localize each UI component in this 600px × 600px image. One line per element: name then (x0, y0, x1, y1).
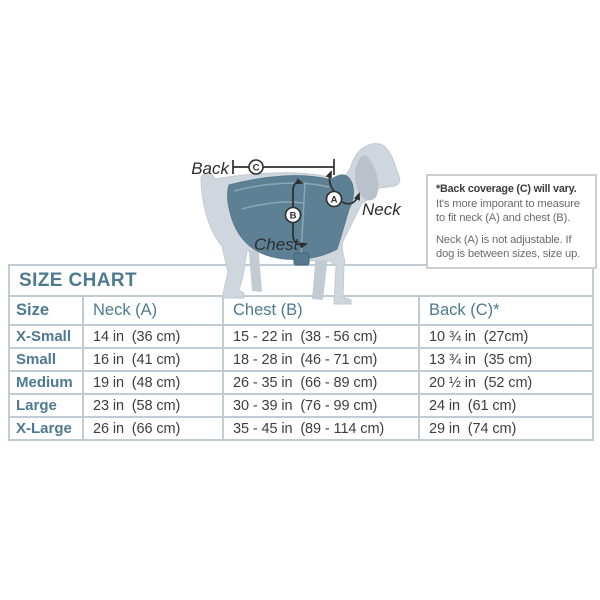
size-cell: Medium (8, 370, 84, 395)
chest-cell: 18 - 28 in (46 - 71 cm) (222, 347, 420, 372)
marker-c-letter: C (253, 163, 260, 174)
marker-b-letter: B (290, 211, 297, 222)
dog-vest (227, 174, 354, 260)
table-row: Small 16 in (41 cm) 18 - 28 in (46 - 71 … (8, 347, 594, 372)
dog-ear (354, 155, 379, 201)
back-cell: 24 in (61 cm) (418, 393, 594, 418)
chest-girth-down-arrow (292, 223, 308, 249)
neck-label-arrow (341, 192, 360, 205)
neck-cell: 14 in (36 cm) (82, 324, 224, 349)
column-header-chest: Chest (B) (222, 295, 420, 326)
neck-cell: 16 in (41 cm) (82, 347, 224, 372)
marker-b-circle (284, 206, 302, 224)
chest-cell: 30 - 39 in (76 - 99 cm) (222, 393, 420, 418)
size-cell: Large (8, 393, 84, 418)
chest-cell: 15 - 22 in (38 - 56 cm) (222, 324, 420, 349)
note-body-1: It's more imporant to measure to fit nec… (436, 198, 580, 224)
size-chart-title: SIZE CHART (8, 264, 594, 297)
note-title: *Back coverage (C) will vary. (436, 183, 577, 195)
size-cell: X-Small (8, 324, 84, 349)
header-row: Size Neck (A) Chest (B) Back (C)* (8, 295, 594, 326)
marker-a-circle (325, 190, 343, 208)
back-cell: 20 ½ in (52 cm) (418, 370, 594, 395)
neck-cell: 26 in (66 cm) (82, 416, 224, 441)
size-cell: Small (8, 347, 84, 372)
neck-label: Neck (362, 200, 402, 219)
size-chart-table: SIZE CHART Size Neck (A) Chest (B) Back … (8, 264, 594, 441)
neck-cell: 23 in (58 cm) (82, 393, 224, 418)
table-row: Large 23 in (58 cm) 30 - 39 in (76 - 99 … (8, 393, 594, 418)
chest-label: Chest (254, 235, 300, 254)
chest-cell: 26 - 35 in (66 - 89 cm) (222, 370, 420, 395)
measurement-arrows (292, 170, 360, 249)
back-label: Back (191, 159, 230, 178)
chest-cell: 35 - 45 in (89 - 114 cm) (222, 416, 420, 441)
back-dimension-line (232, 159, 335, 175)
note-body-2: Neck (A) is not adjustable. If dog is be… (436, 234, 581, 260)
table-row: X-Small 14 in (36 cm) 15 - 22 in (38 - 5… (8, 324, 594, 349)
column-header-size: Size (8, 295, 84, 326)
column-header-back: Back (C)* (418, 295, 594, 326)
vest-seams (233, 181, 330, 257)
marker-a-letter: A (331, 195, 338, 206)
note-box: *Back coverage (C) will vary. It's more … (426, 174, 597, 269)
back-cell: 13 ¾ in (35 cm) (418, 347, 594, 372)
neck-collar-arrow (325, 170, 335, 192)
marker-c-circle (248, 159, 264, 175)
back-cell: 29 in (74 cm) (418, 416, 594, 441)
neck-cell: 19 in (48 cm) (82, 370, 224, 395)
chest-girth-up-arrow (292, 178, 304, 207)
table-row: X-Large 26 in (66 cm) 35 - 45 in (89 - 1… (8, 416, 594, 441)
back-cell: 10 ¾ in (27cm) (418, 324, 594, 349)
column-header-neck: Neck (A) (82, 295, 224, 326)
size-cell: X-Large (8, 416, 84, 441)
table-row: Medium 19 in (48 cm) 26 - 35 in (66 - 89… (8, 370, 594, 395)
